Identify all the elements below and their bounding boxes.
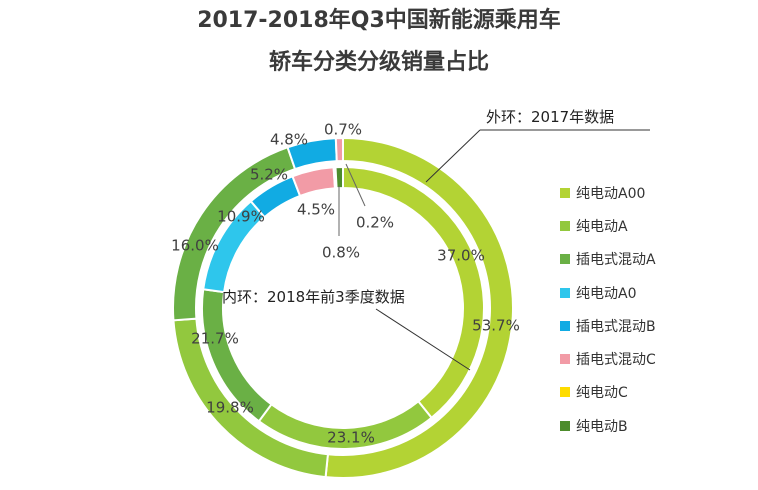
chart-title-line2: 轿车分类分级销量占比 bbox=[268, 50, 489, 75]
outer-annotation-line bbox=[425, 129, 481, 183]
inner-ring-annotation: 内环：2018年前3季度数据 bbox=[222, 288, 405, 306]
legend-label: 纯电动A00 bbox=[576, 185, 646, 202]
legend-label: 插电式混动C bbox=[576, 352, 656, 369]
leader-line-small-1 bbox=[345, 163, 366, 207]
legend-label: 插电式混动A bbox=[576, 252, 656, 269]
legend-swatch bbox=[560, 254, 570, 265]
inner-value-label-1: 19.8% bbox=[206, 399, 254, 417]
legend-label: 纯电动C bbox=[576, 385, 628, 402]
legend-item: 插电式混动C bbox=[560, 342, 656, 375]
chart-legend: 纯电动A00 纯电动A 插电式混动A 纯电动A0 插电式混动B 插电式混动C 纯电动C 纯电动… bbox=[560, 176, 656, 442]
legend-label: 纯电动B bbox=[576, 418, 628, 435]
legend-item: 纯电动B bbox=[560, 409, 656, 442]
inner-value-label-4: 5.2% bbox=[250, 166, 288, 184]
outer-ring-slice-4 bbox=[334, 136, 344, 163]
chart-title-line1: 2017-2018年Q3中国新能源乘用车 bbox=[197, 8, 561, 33]
legend-item: 插电式混动B bbox=[560, 309, 656, 342]
inner-annotation-line bbox=[375, 308, 471, 371]
legend-item: 纯电动A00 bbox=[560, 176, 656, 209]
legend-swatch bbox=[560, 420, 570, 431]
legend-swatch bbox=[560, 320, 570, 331]
legend-swatch bbox=[560, 287, 570, 298]
outer-value-label-1: 23.1% bbox=[327, 429, 375, 447]
inner-ring-slice-5 bbox=[291, 166, 337, 198]
legend-label: 纯电动A0 bbox=[576, 285, 637, 302]
inner-value-label-2: 16.0% bbox=[171, 237, 219, 255]
inner-value-label-0: 37.0% bbox=[437, 247, 485, 265]
inner-value-label-7: 0.8% bbox=[322, 244, 360, 262]
legend-item: 纯电动A0 bbox=[560, 276, 656, 309]
legend-item: 插电式混动A bbox=[560, 243, 656, 276]
inner-value-label-3: 10.9% bbox=[217, 208, 265, 226]
inner-value-label-6: 0.2% bbox=[356, 214, 394, 232]
legend-swatch bbox=[560, 220, 570, 231]
outer-value-label-0: 53.7% bbox=[472, 317, 520, 335]
legend-swatch bbox=[560, 387, 570, 398]
outer-value-label-2: 21.7% bbox=[191, 330, 239, 348]
legend-swatch bbox=[560, 354, 570, 365]
legend-label: 插电式混动B bbox=[576, 318, 656, 335]
outer-value-label-3: 4.8% bbox=[270, 131, 308, 149]
legend-item: 纯电动C bbox=[560, 376, 656, 409]
legend-item: 纯电动A bbox=[560, 209, 656, 242]
outer-value-label-4: 0.7% bbox=[324, 121, 362, 139]
legend-label: 纯电动A bbox=[576, 218, 628, 235]
inner-value-label-5: 4.5% bbox=[297, 201, 335, 219]
legend-swatch bbox=[560, 187, 570, 198]
inner-ring-slice-7 bbox=[334, 165, 344, 190]
outer-ring-annotation: 外环：2017年数据 bbox=[486, 108, 614, 126]
